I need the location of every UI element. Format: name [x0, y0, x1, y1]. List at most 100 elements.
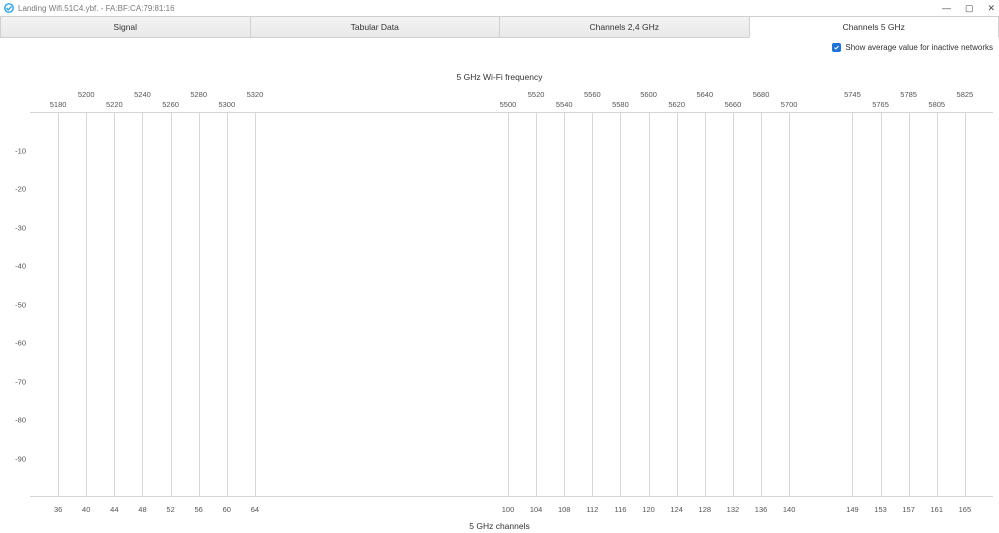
channel-label: 100: [502, 505, 515, 514]
gridline-vertical: [255, 113, 256, 496]
y-tick-label: -10: [2, 146, 26, 155]
channel-label: 36: [54, 505, 62, 514]
window-titlebar: Landing Wifi.51C4.ybf. - FA:BF:CA:79:81:…: [0, 0, 999, 16]
chart-plot: [30, 112, 993, 497]
freq-label-lower: 5500: [500, 100, 517, 109]
channel-label: 112: [586, 505, 598, 514]
freq-label-upper: 5320: [247, 90, 264, 99]
gridline-vertical: [227, 113, 228, 496]
channel-label: 56: [195, 505, 203, 514]
channel-label: 149: [846, 505, 859, 514]
gridline-vertical: [965, 113, 966, 496]
gridline-vertical: [86, 113, 87, 496]
window-title: Landing Wifi.51C4.ybf. - FA:BF:CA:79:81:…: [18, 4, 175, 13]
gridline-vertical: [789, 113, 790, 496]
channel-label: 124: [670, 505, 683, 514]
freq-label-lower: 5660: [725, 100, 742, 109]
channel-label: 116: [614, 505, 626, 514]
show-avg-label: Show average value for inactive networks: [845, 43, 993, 52]
tab-channels-5[interactable]: Channels 5 GHz: [749, 16, 999, 38]
channel-label: 60: [223, 505, 231, 514]
y-tick-label: -20: [2, 185, 26, 194]
tab-label: Tabular Data: [351, 22, 399, 32]
y-tick-label: -50: [2, 300, 26, 309]
freq-label-lower: 5220: [106, 100, 123, 109]
tab-channels-24[interactable]: Channels 2,4 GHz: [499, 16, 749, 38]
gridline-vertical: [142, 113, 143, 496]
channel-label: 44: [110, 505, 118, 514]
gridline-vertical: [677, 113, 678, 496]
gridline-vertical: [536, 113, 537, 496]
channel-label: 132: [727, 505, 740, 514]
gridline-vertical: [909, 113, 910, 496]
freq-label-upper: 5520: [528, 90, 545, 99]
freq-label-upper: 5280: [190, 90, 207, 99]
channel-label: 52: [166, 505, 174, 514]
tab-bar: Signal Tabular Data Channels 2,4 GHz Cha…: [0, 16, 999, 38]
freq-label-lower: 5765: [872, 100, 889, 109]
freq-label-upper: 5240: [134, 90, 151, 99]
gridline-vertical: [761, 113, 762, 496]
gridline-vertical: [705, 113, 706, 496]
gridline-vertical: [733, 113, 734, 496]
y-tick-label: -30: [2, 223, 26, 232]
channel-label: 128: [699, 505, 712, 514]
y-tick-label: -70: [2, 377, 26, 386]
tab-tabular-data[interactable]: Tabular Data: [250, 16, 500, 38]
freq-label-lower: 5180: [50, 100, 67, 109]
freq-label-lower: 5300: [218, 100, 235, 109]
channel-label: 136: [755, 505, 768, 514]
channel-label: 48: [138, 505, 146, 514]
gridline-vertical: [508, 113, 509, 496]
gridline-vertical: [171, 113, 172, 496]
channel-label: 153: [874, 505, 887, 514]
freq-label-upper: 5785: [900, 90, 917, 99]
freq-label-upper: 5680: [753, 90, 770, 99]
gridline-vertical: [881, 113, 882, 496]
close-button[interactable]: ✕: [987, 3, 995, 14]
freq-label-upper: 5825: [957, 90, 974, 99]
gridline-vertical: [199, 113, 200, 496]
chart-area: 5 GHz Wi-Fi frequency 5 GHz channels -10…: [0, 56, 999, 533]
freq-label-lower: 5620: [668, 100, 685, 109]
freq-label-upper: 5200: [78, 90, 95, 99]
y-tick-label: -80: [2, 416, 26, 425]
y-tick-label: -60: [2, 339, 26, 348]
show-avg-checkbox[interactable]: [832, 43, 841, 52]
channel-label: 120: [642, 505, 655, 514]
gridline-vertical: [592, 113, 593, 496]
freq-label-upper: 5640: [696, 90, 713, 99]
tab-label: Channels 5 GHz: [843, 22, 905, 32]
x-axis-title: 5 GHz channels: [0, 521, 999, 531]
freq-label-lower: 5540: [556, 100, 573, 109]
channel-label: 165: [959, 505, 972, 514]
chart-title: 5 GHz Wi-Fi frequency: [0, 72, 999, 82]
freq-label-upper: 5745: [844, 90, 861, 99]
gridline-vertical: [937, 113, 938, 496]
tab-label: Signal: [113, 22, 137, 32]
tab-signal[interactable]: Signal: [0, 16, 250, 38]
freq-label-upper: 5560: [584, 90, 601, 99]
channel-label: 104: [530, 505, 543, 514]
freq-label-lower: 5805: [928, 100, 945, 109]
gridline-vertical: [114, 113, 115, 496]
minimize-button[interactable]: —: [942, 3, 951, 14]
maximize-button[interactable]: ▢: [965, 3, 974, 14]
gridline-vertical: [620, 113, 621, 496]
channel-label: 64: [251, 505, 259, 514]
y-tick-label: -90: [2, 454, 26, 463]
freq-label-lower: 5260: [162, 100, 179, 109]
channel-label: 157: [902, 505, 915, 514]
gridline-vertical: [649, 113, 650, 496]
channel-label: 161: [931, 505, 944, 514]
freq-label-lower: 5700: [781, 100, 798, 109]
gridline-vertical: [852, 113, 853, 496]
gridline-vertical: [58, 113, 59, 496]
freq-label-upper: 5600: [640, 90, 657, 99]
window-controls: — ▢ ✕: [942, 3, 995, 14]
tab-label: Channels 2,4 GHz: [590, 22, 659, 32]
y-tick-label: -40: [2, 262, 26, 271]
channel-label: 40: [82, 505, 90, 514]
options-row: Show average value for inactive networks: [0, 38, 999, 56]
freq-label-lower: 5580: [612, 100, 629, 109]
